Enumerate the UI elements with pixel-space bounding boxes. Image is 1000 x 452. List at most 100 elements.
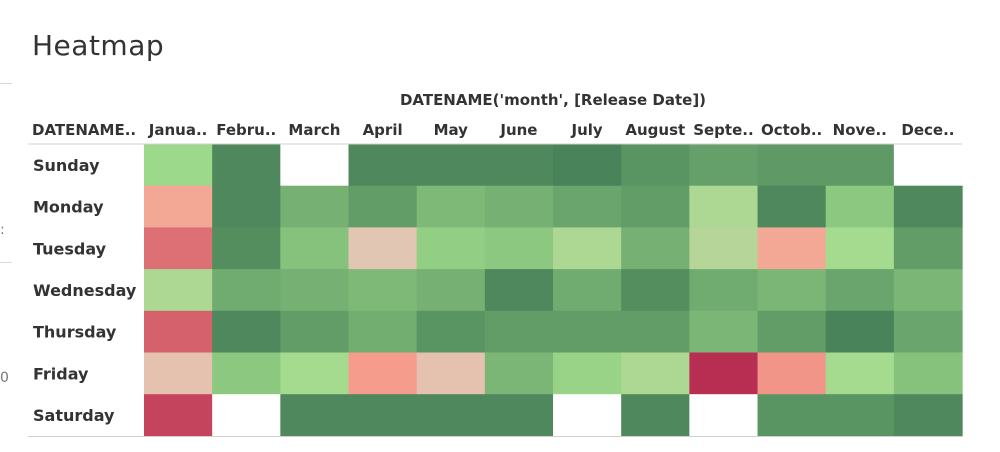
heatmap-cell [621, 310, 690, 354]
heatmap-cell [689, 310, 759, 354]
row-label: Thursday [33, 323, 117, 342]
column-label: Dece.. [901, 121, 954, 139]
heatmap-cell [689, 352, 759, 395]
column-label: May [434, 121, 469, 139]
column-label: July [571, 121, 603, 139]
heatmap-cell [553, 185, 622, 228]
column-label: April [363, 121, 403, 139]
heatmap-cell [348, 269, 418, 312]
column-label: Janua.. [148, 121, 208, 139]
heatmap-cell [689, 394, 759, 437]
heatmap-cell [484, 310, 554, 354]
heatmap-cell [621, 185, 690, 228]
heatmap-cell [825, 227, 895, 270]
heatmap-cell [757, 310, 827, 354]
heatmap-cell [348, 394, 418, 437]
heatmap-cell [416, 269, 486, 312]
heatmap-cell [484, 269, 554, 312]
heatmap-cell [212, 185, 281, 228]
heatmap-cell [212, 394, 281, 437]
row-label: Friday [33, 364, 89, 383]
left-edge-divider [0, 83, 12, 84]
row-label: Tuesday [33, 239, 107, 258]
heatmap-cell [144, 269, 213, 312]
column-label: Nove.. [833, 121, 887, 139]
left-edge-mark: 0 [0, 370, 9, 386]
column-label: June [499, 121, 537, 139]
heatmap-cell [280, 185, 350, 228]
column-label: Febru.. [216, 121, 276, 139]
heatmap-cell [416, 394, 486, 437]
heatmap-cell [621, 227, 690, 270]
heatmap-cell [484, 352, 554, 395]
heatmap-cell [893, 394, 963, 437]
heatmap-cell [144, 185, 213, 228]
left-edge-mark: : [0, 222, 5, 238]
heatmap-cell [757, 394, 827, 437]
heatmap-cell [893, 352, 963, 395]
heatmap-cell [621, 144, 690, 187]
heatmap-cell [348, 352, 418, 395]
heatmap-cell [825, 185, 895, 228]
column-label: Septe.. [693, 121, 753, 139]
column-field-title: DATENAME('month', [Release Date]) [400, 91, 706, 109]
heatmap-cell [757, 144, 827, 187]
heatmap-cell [553, 144, 622, 187]
row-label: Sunday [33, 156, 100, 175]
page-title: Heatmap [32, 29, 165, 62]
heatmap-cell [689, 185, 759, 228]
row-labels: Sunday Monday Tuesday Wednesday Thursday Frid… [33, 156, 137, 425]
heatmap-cell [689, 227, 759, 270]
heatmap-cell [757, 352, 827, 395]
heatmap-cell [893, 310, 963, 354]
row-field-header: DATENAME.. [32, 121, 136, 139]
heatmap-cell [416, 352, 486, 395]
heatmap-cell [825, 310, 895, 354]
left-edge-divider [0, 262, 12, 263]
heatmap-cell [348, 185, 418, 228]
heatmap-cell [553, 310, 622, 354]
column-label: Octob.. [761, 121, 822, 139]
heatmap-cell [484, 394, 554, 437]
heatmap-cell [280, 144, 350, 187]
heatmap-cell [280, 227, 350, 270]
column-label: March [288, 121, 340, 139]
column-label: August [625, 121, 685, 139]
heatmap-cell [348, 227, 418, 270]
heatmap-cell [825, 352, 895, 395]
row-label: Wednesday [33, 281, 137, 300]
heatmap-cell [212, 144, 281, 187]
heatmap-cell [621, 269, 690, 312]
heatmap-cell [212, 227, 281, 270]
row-label: Monday [33, 198, 104, 217]
heatmap-cell [348, 310, 418, 354]
heatmap-cell [144, 352, 213, 395]
heatmap-cell [416, 227, 486, 270]
heatmap-cell [825, 269, 895, 312]
heatmap-cell [553, 394, 622, 437]
heatmap-cell [144, 144, 213, 187]
heatmap-cell [484, 185, 554, 228]
heatmap-cell [553, 269, 622, 312]
heatmap-cell [212, 352, 281, 395]
row-label: Saturday [33, 406, 115, 425]
heatmap-cell [825, 144, 895, 187]
heatmap-cell [280, 269, 350, 312]
heatmap-cell [825, 394, 895, 437]
heatmap-cell [553, 352, 622, 395]
heatmap-cells [144, 144, 963, 437]
heatmap-cell [893, 185, 963, 228]
heatmap-cell [553, 227, 622, 270]
heatmap-cell [484, 227, 554, 270]
heatmap-cell [212, 310, 281, 354]
heatmap-cell [621, 352, 690, 395]
heatmap-cell [484, 144, 554, 187]
heatmap-cell [280, 352, 350, 395]
heatmap-cell [416, 144, 486, 187]
heatmap-cell [893, 227, 963, 270]
heatmap-cell [757, 185, 827, 228]
heatmap-cell [689, 269, 759, 312]
heatmap-cell [893, 269, 963, 312]
heatmap-cell [416, 185, 486, 228]
